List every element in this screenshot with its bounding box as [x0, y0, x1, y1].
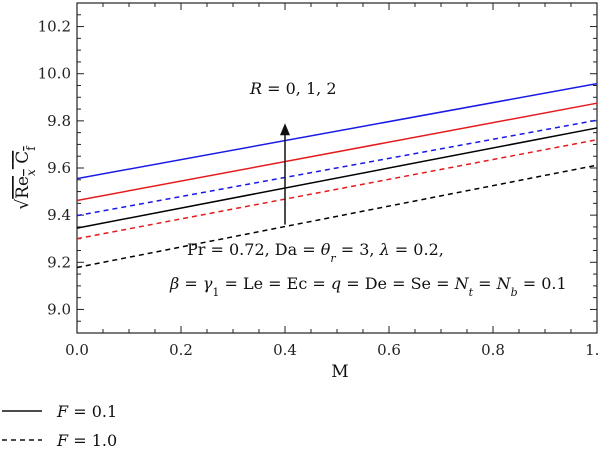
y-tick-label: 9.4 [47, 206, 71, 224]
series-line-F0.1-R2 [76, 82, 598, 180]
y-tick-label: 9.6 [47, 159, 71, 177]
x-axis-label: M [331, 362, 348, 382]
y-tick-label: 9.0 [47, 300, 71, 318]
svg-text:√Rex Cf: √Rex Cf [13, 145, 38, 210]
series-group [76, 82, 598, 269]
y-tick-label: 10.2 [38, 18, 71, 36]
y-tick-label: 10.0 [38, 65, 71, 83]
arrow-label: R = 0, 1, 2 [249, 79, 337, 98]
series-line-F1.0-R1 [76, 138, 598, 240]
plot-area: 0.0 0.2 0.4 0.6 0.8 1.0 9.0 9.2 9.4 9.6 9.8 10.0 10.… [38, 2, 600, 359]
x-tick-label: 0.4 [273, 341, 297, 359]
x-tick-label: 0.8 [481, 341, 505, 359]
series-line-F1.0-R0 [76, 164, 598, 269]
y-axis-label: √Rex Cf [13, 145, 38, 210]
x-tick-label: 0.6 [377, 341, 401, 359]
x-tick-label: 0.2 [169, 341, 193, 359]
x-tick-label: 0.0 [65, 341, 89, 359]
y-tick-label: 9.8 [47, 112, 71, 130]
legend-label-dashed: F = 1.0 [56, 431, 117, 449]
y-tick-label: 9.2 [47, 253, 71, 271]
arrow-head [280, 123, 290, 136]
series-line-F0.1-R1 [76, 102, 598, 202]
annotation-line-1: Pr = 0.72, Da = θr = 3, λ = 0.2, [187, 240, 444, 265]
series-line-F0.1-R0 [76, 127, 598, 229]
legend: F = 0.1 F = 1.0 [2, 402, 117, 449]
legend-label-solid: F = 0.1 [56, 402, 117, 421]
annotation-line-2: β = γ1 = Le = Ec = q = De = Se = Nt = Nb… [169, 274, 567, 299]
x-tick-label: 1.0 [585, 341, 600, 359]
series-line-F1.0-R2 [76, 119, 598, 217]
